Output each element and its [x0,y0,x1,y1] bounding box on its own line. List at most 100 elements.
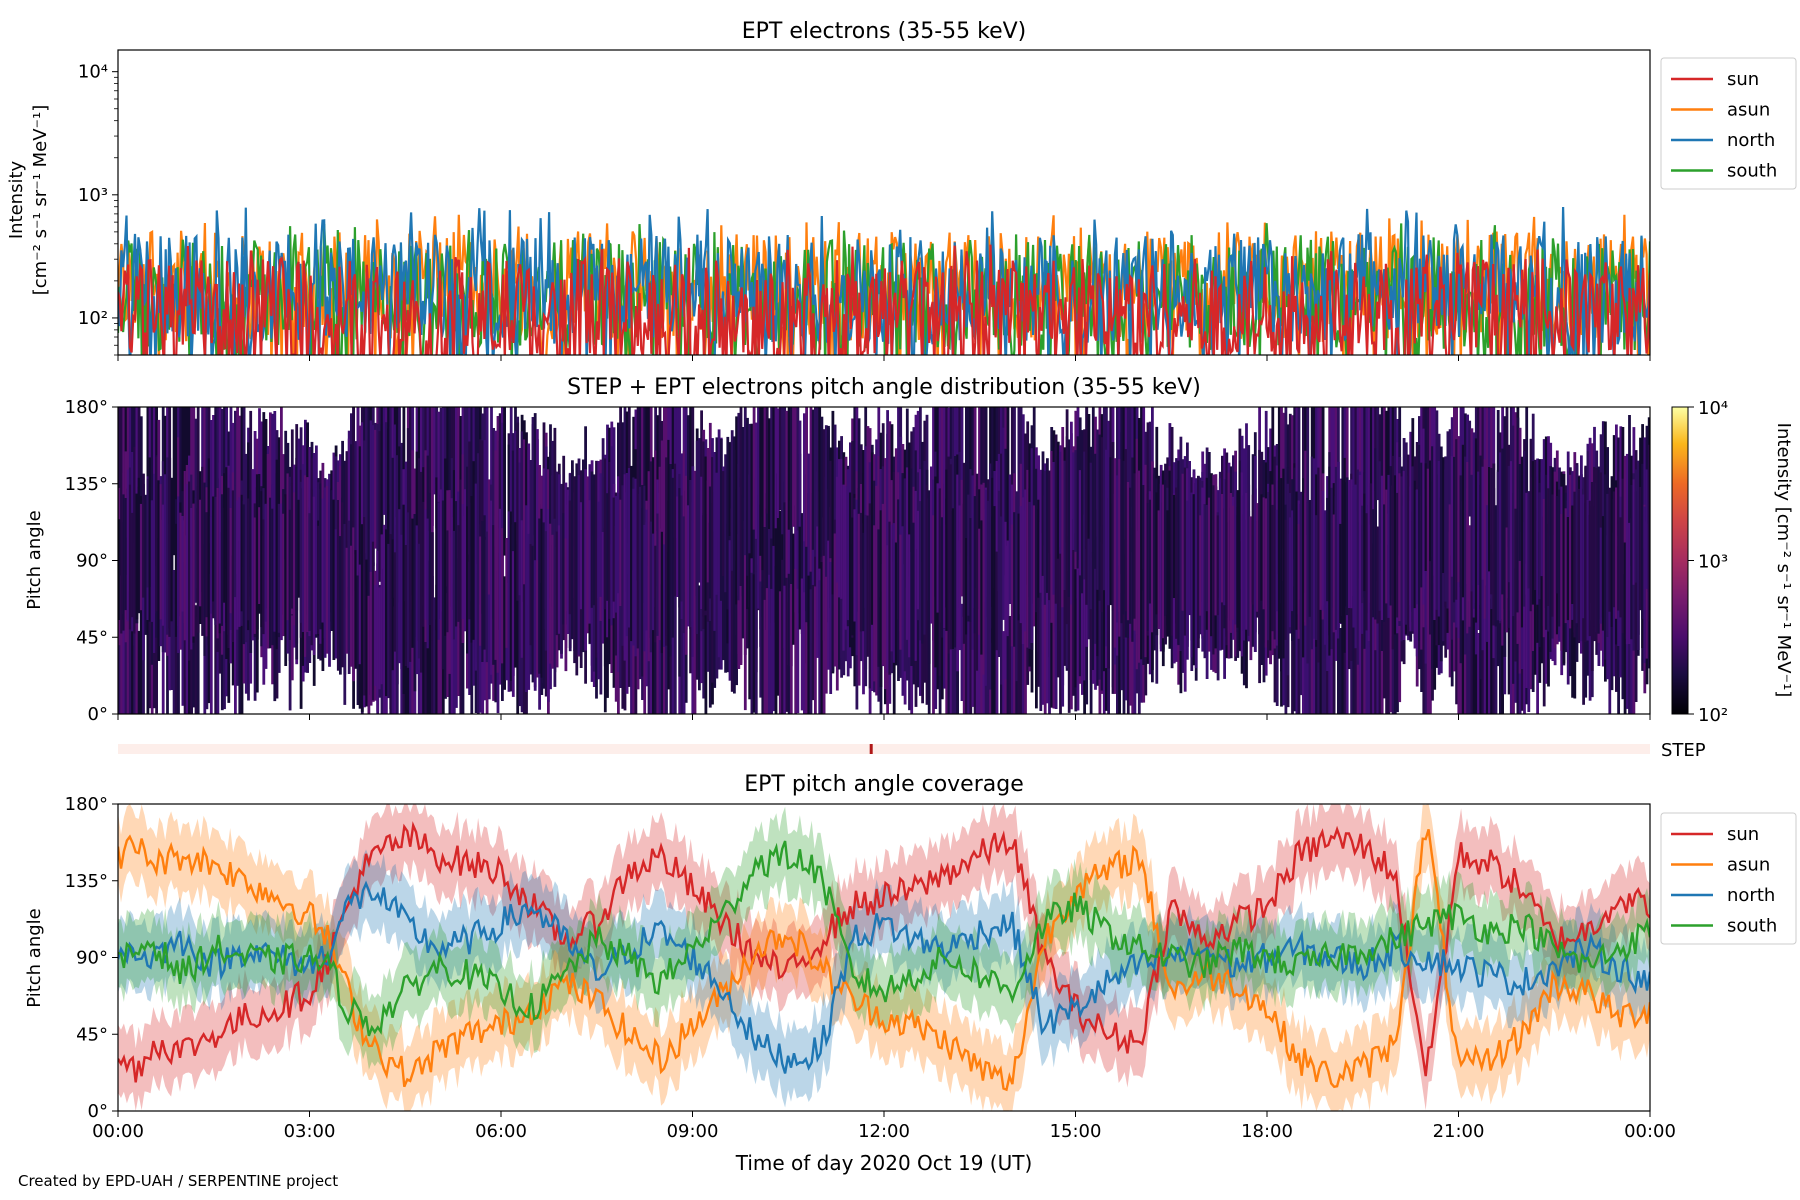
pad-cell [676,496,679,597]
pad-cell [131,407,134,494]
pad-cell [627,574,631,687]
pad-cell [131,512,134,618]
pad-cell [1610,476,1614,627]
pad-cell [455,407,458,524]
pad-cell [275,473,279,650]
pad-cell [1429,460,1432,562]
pad-cell [1343,612,1347,714]
pad-cell [1177,460,1181,646]
pad-cell [378,587,382,690]
panel3-legend: sun asun north south [1660,812,1797,945]
pad-cell [857,513,861,631]
pad-cell [584,469,587,651]
pad-cell [916,510,920,610]
pad-cell [1507,465,1511,583]
pad-cell [1046,574,1049,704]
pad-cell [1365,407,1369,520]
pad-cell [822,550,826,714]
pad-cell [1356,407,1360,500]
pad-cell [223,473,226,603]
pad-cell [803,483,806,632]
pad-cell [960,407,964,553]
pad-cell [1273,456,1277,640]
pad-cell [325,522,329,627]
pad-cell [1339,628,1342,714]
pad-cell [1369,602,1373,714]
pad-cell [1087,414,1091,590]
pad-cell [1061,427,1065,608]
pad-cell [369,571,373,706]
pad-cell [1124,593,1128,701]
pad-cell [402,407,406,527]
pad-cell [1166,510,1170,626]
pad-cell [991,628,994,714]
pad-cell [1385,489,1388,604]
pad-cell [676,407,679,539]
pad-cell [1606,493,1609,637]
pad-cell [973,407,977,514]
pad-cell [619,407,622,573]
pad-cell [1345,606,1349,714]
pad-cell [1133,473,1137,619]
pad-cell [1435,460,1439,610]
pad-cell [1129,407,1132,514]
pad-cell [317,525,320,634]
pad-cell [752,407,756,530]
pad-cell [982,482,986,675]
colorbar-label: Intensity [cm⁻² s⁻¹ sr⁻¹ MeV⁻¹] [1773,423,1794,698]
pad-cell [739,567,743,665]
pad-cell [680,575,684,714]
pad-cell [888,421,892,612]
pad-cell [190,508,193,650]
pad-cell [1321,490,1325,611]
pad-cell [614,495,618,613]
x-tick-label: 06:00 [475,1121,527,1142]
pad-cell [1477,407,1480,536]
pad-cell [673,463,677,597]
pad-cell [1017,407,1021,563]
pad-cell [1527,491,1531,589]
panel2-yticks: 0° 45° 90° 135° 180° [65,397,118,725]
coverage-band-sun [118,804,1650,1111]
pad-cell [975,486,979,671]
pad-cell [1354,407,1358,497]
legend-label-south: south [1727,916,1777,937]
pad-cell [603,458,607,610]
pad-cell [1229,493,1233,633]
pad-cell [590,471,594,608]
pad-cell [1297,407,1301,564]
pad-cell [1457,436,1461,583]
pad-cell [621,584,625,709]
pad-cell [470,407,474,547]
pad-cell [290,483,294,609]
pad-cell [328,473,331,667]
pad-cell [1483,598,1487,714]
pad-cell [273,488,277,632]
pad-cell [288,509,292,640]
pad-cell [356,407,360,576]
pad-cell [1183,467,1187,636]
pad-cell [1645,469,1649,589]
pad-cell [610,446,614,625]
pad-cell [599,473,603,597]
panel2-ylabel: Pitch angle [24,510,45,609]
pad-cell [796,588,800,714]
pad-cell [1122,460,1126,615]
pad-cell [450,573,454,714]
pad-cell [713,456,717,631]
pad-cell [938,488,942,676]
pad-cell [1161,484,1165,639]
pad-cell [1085,407,1089,605]
pad-cell [192,605,196,708]
pad-cell [930,466,933,624]
pad-cell [128,484,132,630]
pad-cell [1361,505,1364,604]
pad-cell [549,523,552,664]
pad-cell [205,512,209,618]
pad-cell [1120,432,1124,624]
pad-cell [803,413,806,542]
pad-cell [1050,553,1054,708]
pad-cell [811,500,815,643]
pad-cell [159,484,163,620]
pad-cell [262,519,266,635]
